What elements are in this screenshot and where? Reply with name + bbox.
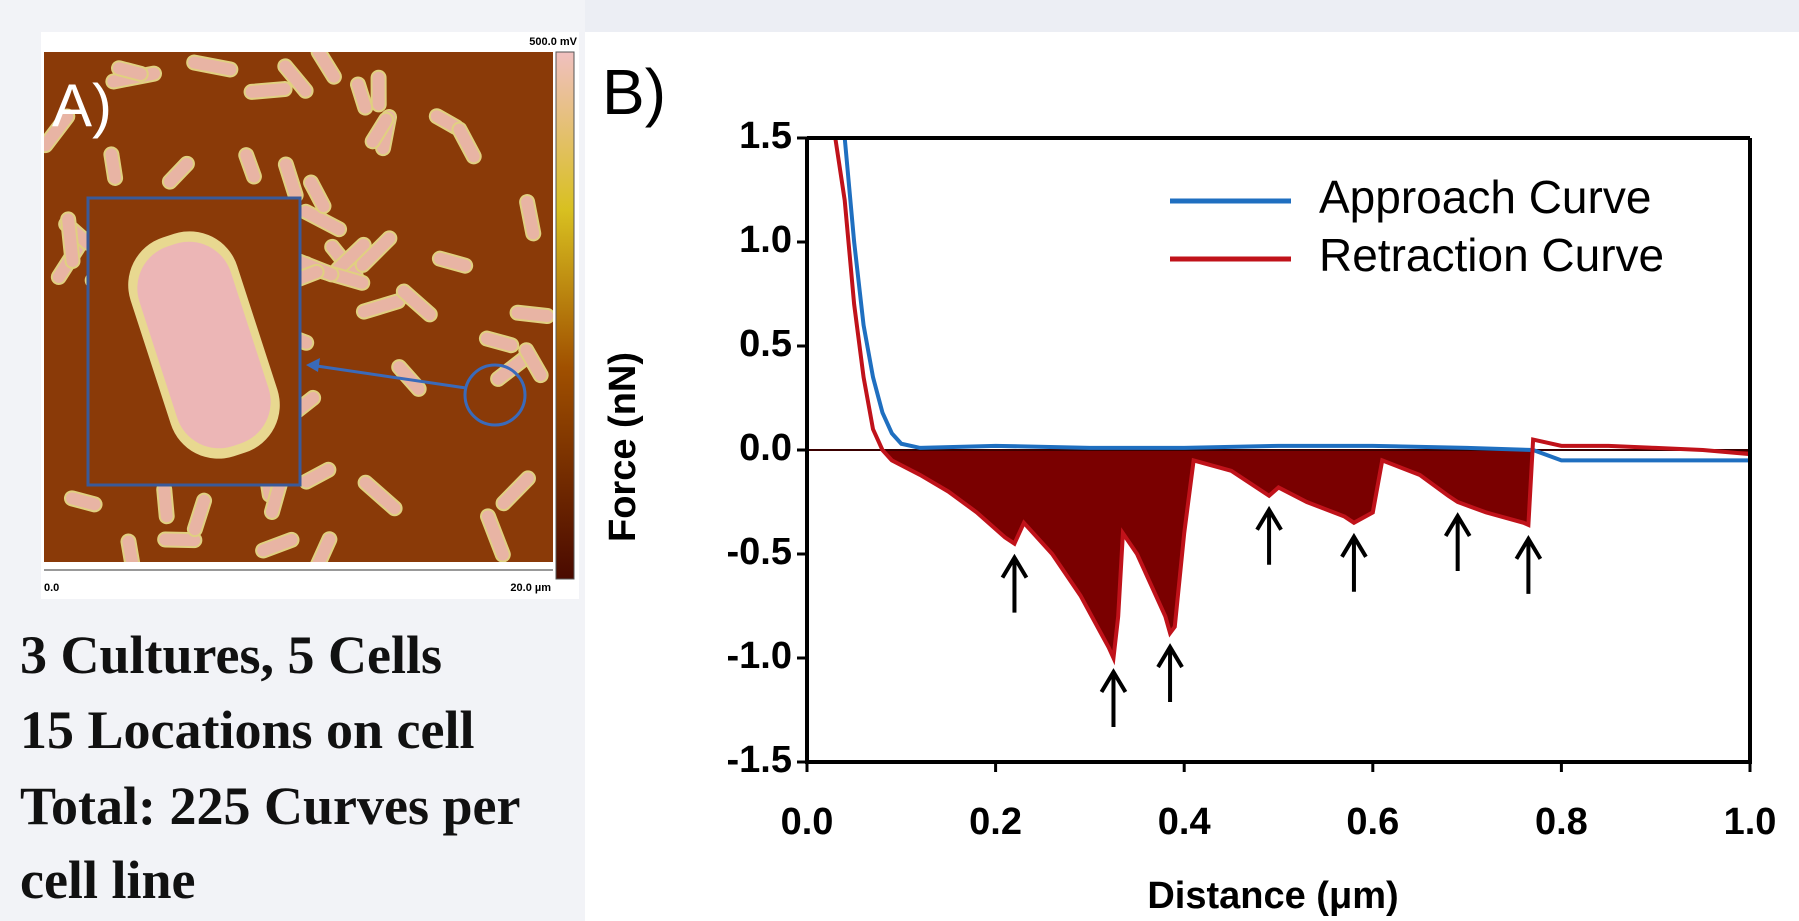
legend-label: Approach Curve	[1319, 171, 1651, 223]
y-tick-label: 0.0	[739, 427, 792, 469]
x-axis-title: Distance (μm)	[1147, 875, 1398, 917]
rod	[364, 111, 395, 150]
rod	[495, 470, 536, 512]
x-tick-label: 0.8	[1535, 801, 1588, 843]
panel-label: B)	[602, 56, 666, 128]
rod	[478, 330, 520, 354]
peak-arrow	[1156, 643, 1184, 703]
axes-frame	[805, 138, 1752, 764]
x-tick-label: 0.6	[1346, 801, 1399, 843]
scale-end: 20.0 µm	[510, 582, 551, 594]
rod	[157, 531, 203, 549]
rod	[186, 54, 239, 78]
rod	[111, 60, 149, 82]
series-line	[842, 138, 1750, 463]
rod	[350, 76, 374, 116]
rod	[519, 194, 542, 242]
x-tick-label: 1.0	[1724, 801, 1777, 843]
peak-arrow	[1255, 505, 1283, 565]
x-tick-label: 0.4	[1158, 801, 1211, 843]
rod	[480, 508, 511, 562]
series-line	[833, 138, 1750, 666]
plot: -1.5 -1.0 -0.5 0.0 0.5 1.0 1.5 0.0 0.2 0.4 0.6 0.8 1…	[727, 115, 1777, 843]
peak-arrow	[1443, 512, 1472, 571]
rod	[509, 304, 553, 325]
y-tick-label: -1.0	[727, 635, 792, 677]
rod	[305, 531, 338, 562]
rod	[370, 69, 387, 113]
rod	[451, 121, 482, 165]
adhesion-area	[835, 450, 1750, 658]
rod	[161, 155, 195, 190]
rod	[255, 531, 300, 559]
y-tick-label: 1.0	[739, 219, 792, 261]
rod	[391, 359, 427, 397]
caption-line: 3 Cultures, 5 Cells	[20, 625, 442, 685]
rod	[63, 490, 103, 513]
rod	[238, 147, 262, 185]
y-tick-label: -1.5	[727, 739, 792, 781]
legend-label: Retraction Curve	[1319, 229, 1664, 281]
peak-arrow	[1514, 534, 1543, 594]
rod	[310, 52, 342, 85]
rod	[243, 81, 293, 100]
rod	[357, 474, 403, 517]
y-axis-title: Force (nN)	[602, 352, 644, 542]
rod	[44, 108, 76, 154]
rod	[277, 58, 314, 99]
colorbar-label: 500.0 mV	[529, 36, 577, 48]
caption-line: Total: 225 Curves per	[20, 776, 520, 836]
rod	[303, 174, 332, 215]
rod	[103, 146, 124, 186]
rod	[186, 492, 213, 538]
peak-arrow	[1000, 553, 1029, 613]
rod	[120, 533, 141, 562]
rod	[60, 211, 81, 269]
caption-line: cell line	[20, 850, 195, 910]
colorbar	[555, 51, 575, 580]
panel-label: A)	[52, 72, 112, 139]
x-tick-label: 0.2	[969, 801, 1022, 843]
inset	[86, 196, 527, 487]
y-tick-label: -0.5	[727, 531, 792, 573]
x-tick-label: 0.0	[781, 801, 834, 843]
peak-arrow	[1099, 668, 1128, 727]
caption-line: 15 Locations on cell	[20, 700, 475, 760]
rod	[156, 481, 175, 525]
rod	[518, 342, 549, 384]
y-tick-label: 0.5	[739, 323, 792, 365]
rod	[354, 230, 398, 273]
rod	[431, 250, 474, 274]
y-tick-label: 1.5	[739, 115, 792, 157]
scale-start: 0.0	[44, 582, 59, 594]
peak-arrow	[1340, 532, 1368, 592]
rod	[395, 283, 438, 323]
